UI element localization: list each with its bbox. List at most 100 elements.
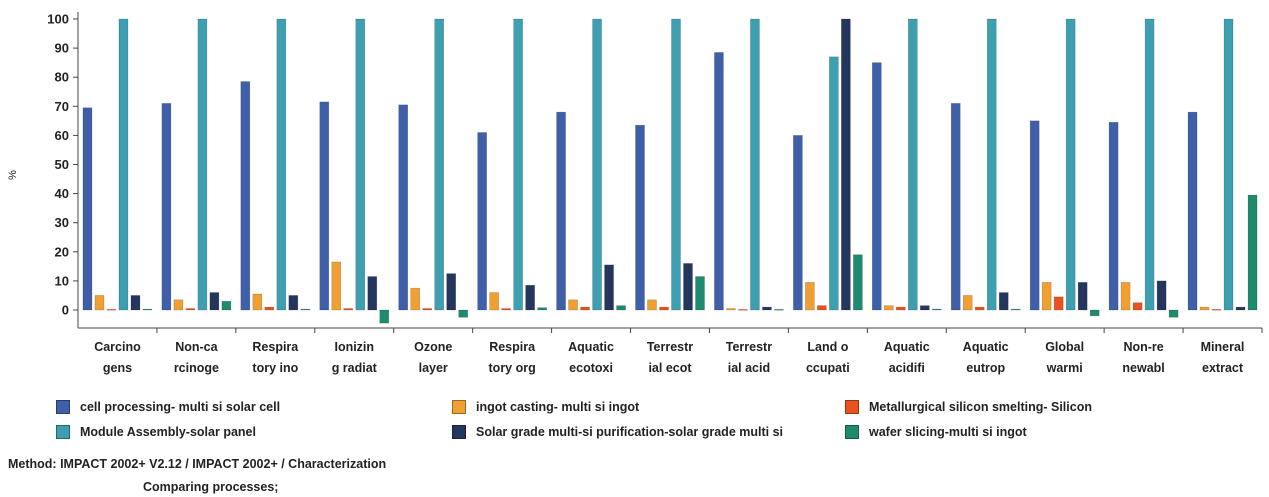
legend-item: Module Assembly-solar panel — [56, 425, 256, 439]
bar — [950, 103, 961, 311]
y-tick-label: 80 — [55, 70, 69, 85]
bar — [173, 299, 184, 311]
legend-item: cell processing- multi si solar cell — [56, 400, 280, 414]
bar — [446, 273, 457, 311]
bar — [714, 52, 724, 311]
bar — [82, 107, 93, 311]
y-tick-label: 0 — [62, 303, 69, 318]
legend-swatch — [56, 400, 70, 414]
x-category-label: eutrop — [966, 361, 1005, 375]
x-category-label: Respira — [252, 340, 299, 354]
bar — [1235, 306, 1246, 311]
x-category-label: Terrestr — [647, 340, 693, 354]
bar — [568, 299, 578, 311]
legend-swatch — [452, 425, 466, 439]
comparing-label: Comparing processes; — [143, 480, 279, 494]
x-category-label: Terrestr — [726, 340, 772, 354]
bar — [750, 18, 760, 311]
bar — [379, 309, 390, 324]
y-tick-label: 10 — [55, 273, 69, 288]
x-category-label: acidifi — [889, 361, 925, 375]
bar — [659, 306, 669, 311]
bar — [805, 282, 815, 311]
bar — [1211, 309, 1222, 311]
x-category-label: Aquatic — [884, 340, 930, 354]
x-category-label: tory ino — [252, 361, 298, 375]
bar — [556, 111, 566, 311]
x-category-label: Non-re — [1123, 340, 1163, 354]
bar — [1144, 18, 1155, 311]
bar — [793, 135, 803, 311]
y-tick-label: 50 — [55, 157, 69, 172]
bar — [434, 18, 445, 311]
bar — [647, 299, 657, 311]
legend-label: Module Assembly-solar panel — [80, 425, 256, 439]
legend-swatch — [452, 400, 466, 414]
bar — [355, 18, 366, 311]
bar — [501, 308, 511, 311]
bar — [106, 309, 117, 311]
legend-swatch — [845, 425, 859, 439]
bar — [1077, 282, 1088, 311]
bar — [1010, 308, 1021, 311]
bar — [1187, 111, 1198, 311]
y-tick-label: 90 — [55, 41, 69, 56]
bar — [762, 306, 772, 311]
bar — [1041, 282, 1052, 311]
bar — [635, 124, 645, 311]
legend-swatch — [845, 400, 859, 414]
bar — [319, 101, 330, 311]
bar — [817, 305, 827, 311]
bar — [197, 18, 208, 311]
x-category-label: Respira — [489, 340, 536, 354]
legend-label: cell processing- multi si solar cell — [80, 400, 281, 414]
legend-item: Solar grade multi-si purification-solar … — [452, 425, 783, 439]
bar — [1247, 194, 1258, 311]
bar — [1053, 296, 1064, 311]
bar — [962, 295, 973, 311]
bar — [209, 292, 220, 311]
legend-item: ingot casting- multi si ingot — [452, 400, 639, 414]
bar — [592, 18, 602, 311]
y-tick-label: 60 — [55, 128, 69, 143]
bar — [343, 308, 354, 311]
x-category-label: gens — [103, 361, 132, 375]
bar — [130, 295, 141, 311]
bar — [458, 309, 469, 318]
bar — [974, 306, 985, 311]
bar — [774, 309, 784, 311]
bar — [398, 104, 409, 311]
bar — [1120, 282, 1131, 311]
bar — [1223, 18, 1234, 311]
bar — [738, 309, 748, 311]
x-category-label: Aquatic — [568, 340, 614, 354]
legend-label: wafer slicing-multi si ingot — [869, 425, 1027, 439]
bar — [410, 287, 421, 311]
bar — [422, 308, 433, 311]
x-category-label: Land o — [807, 340, 848, 354]
bar — [252, 293, 263, 311]
bar — [841, 18, 851, 311]
bar — [288, 295, 299, 311]
x-category-label: Carcino — [94, 340, 141, 354]
bar — [604, 264, 614, 311]
bar — [161, 103, 172, 311]
bar — [986, 18, 997, 311]
legend-item: Metallurgical silicon smelting- Silicon — [845, 400, 1092, 414]
y-tick-label: 20 — [55, 244, 69, 259]
bar — [221, 300, 232, 311]
legend-label: ingot casting- multi si ingot — [476, 400, 640, 414]
bar — [537, 307, 547, 311]
bar — [883, 305, 894, 311]
method-label: Method: IMPACT 2002+ V2.12 / IMPACT 2002… — [8, 457, 387, 471]
bar — [240, 81, 251, 311]
bar — [1108, 122, 1119, 311]
bar — [513, 18, 523, 311]
bar — [998, 292, 1009, 311]
bar — [1199, 306, 1210, 311]
bar — [931, 308, 942, 311]
x-category-label: ccupati — [806, 361, 850, 375]
bar — [142, 308, 153, 311]
x-category-label: warmi — [1046, 361, 1083, 375]
x-category-label: Ozone — [414, 340, 452, 354]
